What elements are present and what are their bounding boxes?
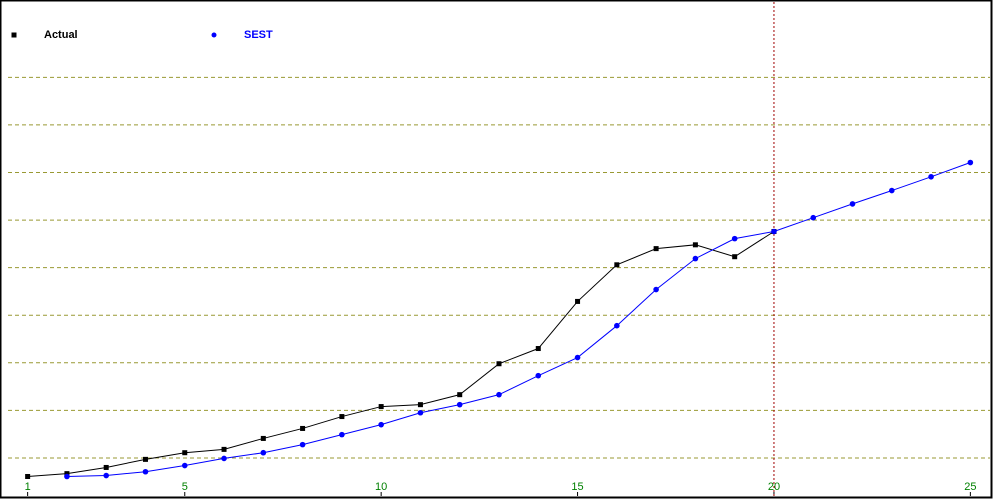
point	[771, 228, 777, 235]
point	[221, 455, 227, 462]
point	[260, 449, 267, 456]
point	[378, 421, 384, 428]
legend-label: SEST	[244, 29, 273, 41]
point	[653, 286, 659, 293]
point	[575, 298, 581, 304]
point	[457, 392, 463, 398]
point	[732, 254, 738, 260]
point	[103, 472, 109, 479]
point	[653, 246, 659, 252]
series-line	[66, 162, 971, 477]
point	[889, 187, 895, 194]
point	[535, 372, 542, 379]
point	[142, 468, 149, 475]
legend-label: Actual	[44, 29, 78, 41]
x-tick-label: 15	[571, 481, 583, 493]
legend-marker	[211, 32, 217, 38]
point	[142, 456, 148, 462]
point	[967, 159, 974, 166]
series-line	[27, 231, 775, 477]
point	[692, 242, 698, 248]
point	[614, 262, 620, 268]
point	[221, 446, 227, 452]
point	[496, 391, 502, 398]
point	[182, 450, 188, 456]
point	[456, 401, 463, 408]
point	[849, 201, 856, 207]
point	[299, 441, 306, 448]
point	[25, 473, 31, 479]
point	[300, 425, 306, 431]
point	[103, 464, 109, 470]
x-tick-label: 5	[182, 481, 188, 493]
point	[339, 414, 345, 420]
x-tick-label: 25	[964, 481, 976, 493]
point	[378, 404, 384, 410]
point	[64, 471, 70, 477]
point	[260, 435, 266, 441]
point	[614, 322, 620, 329]
point	[496, 361, 502, 367]
point	[731, 235, 738, 242]
x-tick-label: 10	[375, 481, 387, 493]
point	[417, 409, 424, 416]
point	[339, 431, 345, 438]
point	[181, 462, 188, 469]
point	[535, 346, 541, 352]
point	[417, 402, 423, 408]
legend-marker	[11, 32, 17, 38]
point	[574, 354, 581, 361]
point	[928, 173, 934, 180]
point	[64, 473, 70, 480]
x-tick-label: 1	[25, 481, 31, 493]
point	[810, 214, 817, 221]
point	[692, 255, 699, 262]
